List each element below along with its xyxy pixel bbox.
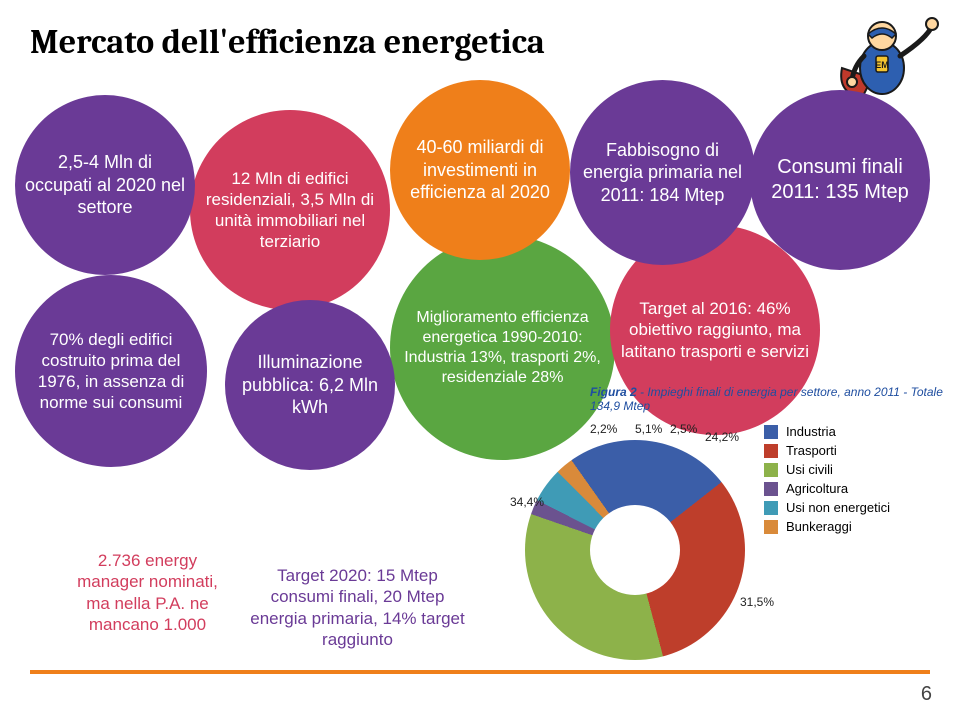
- caption-rest: - Impieghi finali di energia per settore…: [590, 385, 943, 413]
- legend-item: Bunkeraggi: [764, 519, 890, 534]
- bubble-c11: Target 2020: 15 Mtep consumi finali, 20 …: [240, 490, 475, 720]
- legend-swatch: [764, 520, 778, 534]
- page-title: Mercato dell'efficienza energetica: [30, 22, 545, 62]
- legend-label: Trasporti: [786, 443, 837, 458]
- legend-label: Bunkeraggi: [786, 519, 852, 534]
- donut-chart: 24,2%31,5%34,4%2,2%5,1%2,5%: [525, 440, 745, 660]
- legend-swatch: [764, 482, 778, 496]
- bubble-c7: Fabbisogno di energia primaria nel 2011:…: [570, 80, 755, 265]
- chart-caption: Figura 2 - Impieghi finali di energia pe…: [590, 385, 960, 413]
- legend-item: Usi non energetici: [764, 500, 890, 515]
- bubble-text: Miglioramento efficienza energetica 1990…: [390, 300, 615, 396]
- bubble-text: 2,5-4 Mln di occupati al 2020 nel settor…: [15, 143, 195, 227]
- page-number: 6: [921, 683, 932, 706]
- bubble-c2: 70% degli edifici costruito prima del 19…: [15, 275, 207, 467]
- bubble-c8: Consumi finali 2011: 135 Mtep: [750, 90, 930, 270]
- bubble-text: 70% degli edifici costruito prima del 19…: [15, 321, 207, 422]
- caption-bold: Figura 2: [590, 385, 637, 399]
- bubble-c6: Miglioramento efficienza energetica 1990…: [390, 235, 615, 460]
- donut-pct-label: 34,4%: [510, 495, 544, 509]
- legend-label: Industria: [786, 424, 836, 439]
- legend-item: Industria: [764, 424, 890, 439]
- svg-text:EM: EM: [875, 60, 889, 70]
- bubble-c1: 2,5-4 Mln di occupati al 2020 nel settor…: [15, 95, 195, 275]
- legend-item: Agricoltura: [764, 481, 890, 496]
- donut-hole: [590, 505, 680, 595]
- bubble-text: Illuminazione pubblica: 6,2 Mln kWh: [225, 343, 395, 427]
- donut-pct-label: 31,5%: [740, 595, 774, 609]
- donut-pct-label: 2,2%: [590, 422, 617, 436]
- donut-pct-label: 24,2%: [705, 430, 739, 444]
- legend-label: Usi non energetici: [786, 500, 890, 515]
- bubble-c4: Illuminazione pubblica: 6,2 Mln kWh: [225, 300, 395, 470]
- bubble-text: Consumi finali 2011: 135 Mtep: [750, 147, 930, 213]
- bubble-text: 2.736 energy manager nominati, ma nella …: [55, 542, 240, 643]
- legend-swatch: [764, 444, 778, 458]
- footer-accent: [30, 664, 930, 674]
- legend-swatch: [764, 501, 778, 515]
- bubble-c3: 12 Mln di edifici residenziali, 3,5 Mln …: [190, 110, 390, 310]
- legend-swatch: [764, 425, 778, 439]
- legend-swatch: [764, 463, 778, 477]
- bubble-c5: 40-60 miliardi di investimenti in effici…: [390, 80, 570, 260]
- bubble-text: Target al 2016: 46% obiettivo raggiunto,…: [610, 290, 820, 370]
- donut-pct-label: 2,5%: [670, 422, 697, 436]
- bubble-text: 12 Mln di edifici residenziali, 3,5 Mln …: [190, 160, 390, 261]
- bubble-text: Fabbisogno di energia primaria nel 2011:…: [570, 131, 755, 215]
- legend-item: Usi civili: [764, 462, 890, 477]
- bubble-text: Target 2020: 15 Mtep consumi finali, 20 …: [240, 557, 475, 658]
- chart-legend: Industria Trasporti Usi civili Agricoltura U…: [764, 420, 890, 538]
- donut-pct-label: 5,1%: [635, 422, 662, 436]
- legend-item: Trasporti: [764, 443, 890, 458]
- bubble-c10: 2.736 energy manager nominati, ma nella …: [55, 500, 240, 685]
- legend-label: Agricoltura: [786, 481, 848, 496]
- legend-label: Usi civili: [786, 462, 833, 477]
- bubble-text: 40-60 miliardi di investimenti in effici…: [390, 128, 570, 212]
